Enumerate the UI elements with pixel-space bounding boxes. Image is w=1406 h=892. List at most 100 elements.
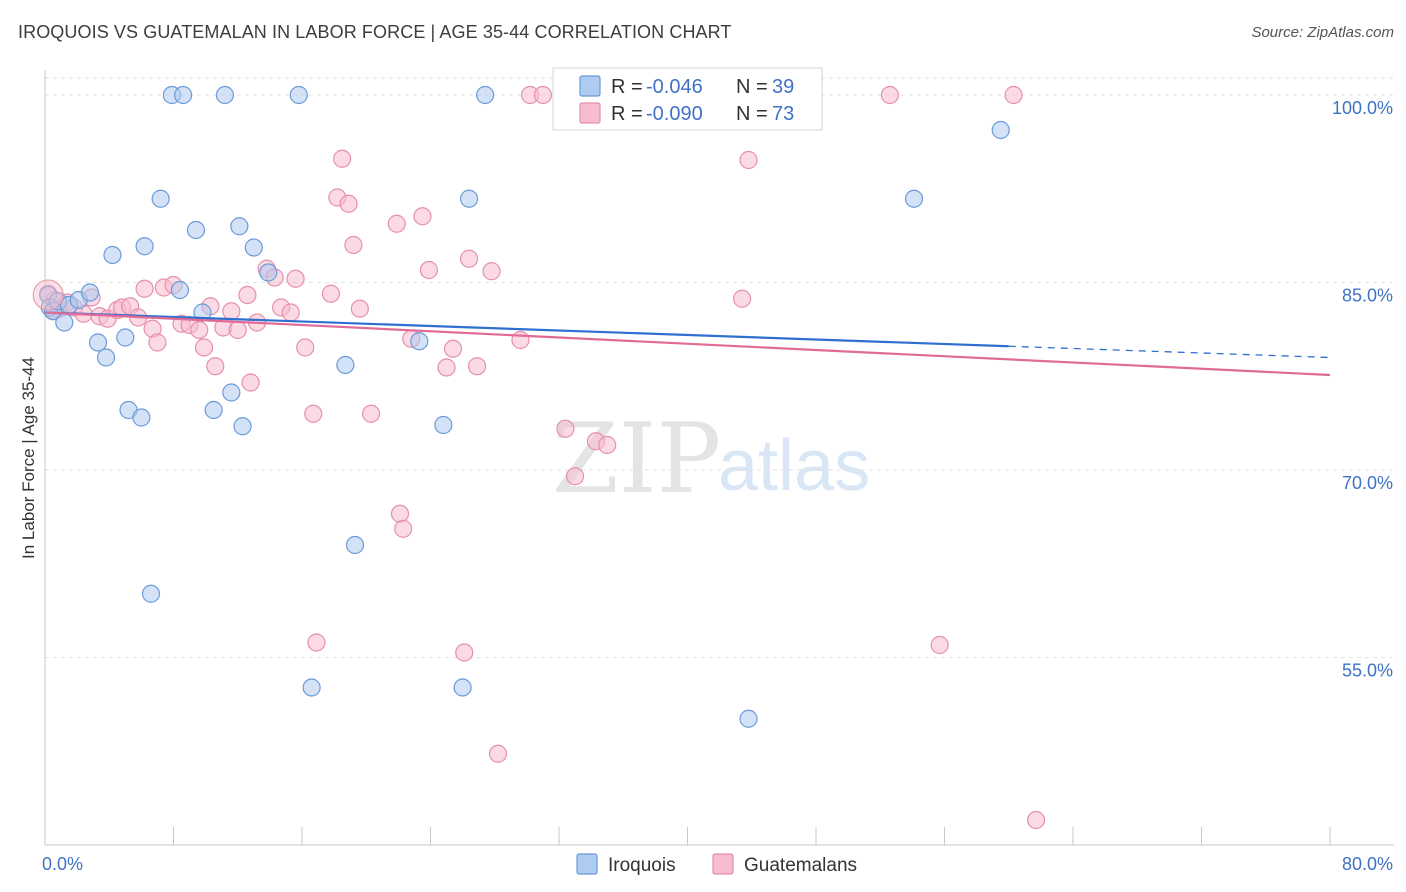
iroquois-point-26 [233, 417, 252, 436]
guatemalan-point-28 [241, 373, 260, 392]
guatemalan-point-64 [598, 435, 617, 455]
guatemalan-point-46 [390, 504, 410, 523]
guatemalan-point-25 [222, 302, 241, 321]
iroquois-point-39 [904, 189, 924, 208]
guatemalan-point-38 [321, 284, 341, 303]
iroquois-point-32 [345, 535, 365, 555]
legend-swatch-guatemalans [579, 102, 601, 124]
guatemalan-point-15 [148, 333, 167, 352]
guatemalan-point-68 [880, 85, 899, 105]
guatemalan-point-56 [482, 262, 501, 281]
legend-r-label-iroquois: R = [611, 76, 643, 98]
guatemalan-point-69 [930, 635, 949, 655]
iroquois-point-7 [80, 283, 100, 302]
data-points [32, 85, 1046, 830]
guatemalan-point-61 [556, 419, 575, 438]
x-tick-labels: 0.0% 80.0% [42, 854, 1393, 874]
legend-r-label-guatemalans: R = [611, 103, 643, 125]
guatemalans-trend-line [44, 311, 1331, 377]
iroquois-point-40 [991, 120, 1010, 140]
x-tick-label-0: 0.0% [42, 854, 83, 874]
iroquois-point-33 [410, 332, 429, 351]
y-tick-labels: 55.0% 70.0% 85.0% 100.0% [1332, 98, 1393, 681]
iroquois-point-35 [453, 678, 472, 697]
guatemalan-point-36 [304, 404, 323, 423]
iroquois-point-24 [222, 383, 241, 402]
iroquois-trend-line [44, 311, 1009, 348]
guatemalan-point-58 [511, 330, 530, 350]
guatemalan-point-35 [296, 338, 315, 357]
iroquois-point-9 [96, 348, 116, 367]
correlation-legend: R = -0.046 N = 39 R = -0.090 N = 73 [552, 67, 823, 131]
guatemalan-point-47 [394, 519, 413, 538]
watermark-atlas: atlas [718, 426, 870, 506]
guatemalan-point-44 [361, 404, 381, 423]
guatemalan-point-62 [565, 467, 585, 486]
iroquois-point-13 [132, 408, 151, 427]
iroquois-point-22 [204, 400, 223, 420]
guatemalan-point-50 [419, 260, 438, 280]
iroquois-point-29 [289, 85, 308, 105]
legend-n-label-iroquois: N = [736, 76, 768, 98]
guatemalan-point-13 [135, 279, 154, 298]
legend-n-label-guatemalans: N = [736, 103, 768, 125]
guatemalan-point-57 [488, 744, 508, 763]
guatemalan-point-55 [467, 357, 487, 376]
guatemalan-point-67 [739, 150, 758, 170]
iroquois-point-10 [103, 245, 122, 265]
iroquois-point-19 [174, 85, 193, 105]
legend-n-value-guatemalans: 73 [772, 103, 794, 125]
legend-swatch-iroquois [579, 75, 601, 97]
legend-n-value-iroquois: 39 [772, 76, 794, 98]
iroquois-point-20 [186, 220, 206, 240]
guatemalan-point-23 [206, 357, 225, 376]
iroquois-point-15 [141, 584, 161, 603]
iroquois-point-14 [135, 237, 154, 256]
guatemalan-point-45 [387, 214, 406, 233]
guatemalan-point-51 [437, 358, 456, 377]
iroquois-point-38 [739, 709, 758, 728]
iroquois-point-18 [170, 280, 190, 300]
chart-title: IROQUOIS VS GUATEMALAN IN LABOR FORCE | … [18, 22, 732, 42]
guatemalan-point-42 [344, 235, 363, 255]
y-tick-label-3: 100.0% [1332, 98, 1393, 118]
bottom-legend-label-guatemalans: Guatemalans [744, 855, 857, 876]
y-tick-label-2: 85.0% [1342, 286, 1393, 306]
guatemalan-point-27 [238, 285, 257, 305]
guatemalan-point-53 [455, 643, 474, 662]
guatemalan-point-71 [1026, 810, 1046, 830]
iroquois-point-37 [476, 85, 495, 105]
y-tick-label-0: 55.0% [1342, 661, 1393, 681]
iroquois-point-25 [230, 217, 249, 236]
iroquois-point-23 [215, 85, 234, 105]
x-tick-label-1: 80.0% [1342, 854, 1393, 874]
iroquois-point-34 [434, 415, 453, 435]
axes [44, 70, 1394, 846]
guatemalan-point-52 [443, 339, 463, 358]
bottom-legend-swatch-iroquois [576, 853, 598, 875]
legend-r-value-iroquois: -0.046 [646, 76, 703, 98]
guatemalan-point-66 [733, 289, 752, 308]
guatemalan-point-34 [286, 269, 305, 288]
guatemalan-point-49 [413, 207, 432, 226]
bottom-legend-swatch-guatemalans [712, 853, 734, 875]
guatemalan-point-26 [228, 320, 247, 340]
bottom-legend-label-iroquois: Iroquois [608, 855, 676, 876]
guatemalan-point-70 [1004, 85, 1023, 105]
guatemalan-point-21 [194, 338, 214, 357]
iroquois-point-31 [336, 355, 355, 375]
guatemalan-point-60 [533, 85, 553, 105]
iroquois-point-36 [459, 189, 479, 208]
guatemalan-point-20 [190, 320, 209, 340]
y-axis-title: In Labor Force | Age 35-44 [19, 357, 38, 559]
guatemalan-point-large [32, 279, 64, 311]
guatemalan-point-43 [350, 299, 369, 318]
legend-r-value-guatemalans: -0.090 [646, 103, 703, 125]
guatemalan-point-41 [339, 194, 358, 213]
iroquois-point-4 [55, 313, 74, 332]
guatemalan-point-54 [459, 249, 479, 268]
source-label: Source: ZipAtlas.com [1251, 24, 1394, 41]
iroquois-point-16 [151, 189, 170, 208]
series-legend: Iroquois Guatemalans [576, 853, 857, 876]
